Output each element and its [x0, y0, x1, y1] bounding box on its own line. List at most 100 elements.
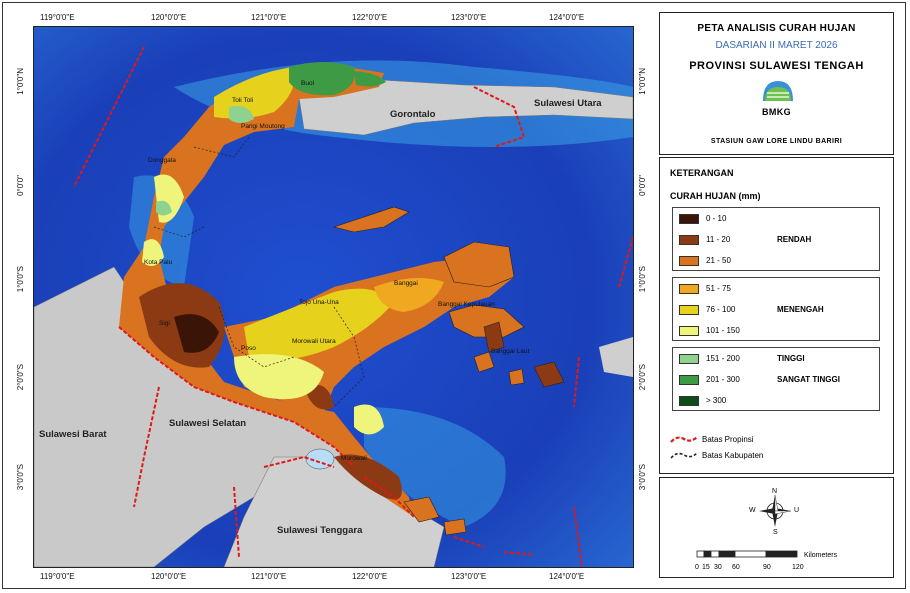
- legend-group-rendah: 0 - 10 11 - 20 21 - 50 RENDAH: [672, 207, 880, 271]
- legend-swatch: [679, 255, 699, 266]
- lon-tick-bottom: 123°0'0"E: [451, 572, 487, 581]
- legend-swatch: [679, 283, 699, 294]
- legend-swatch: [679, 374, 699, 385]
- label-sulawesi-selatan: Sulawesi Selatan: [169, 418, 247, 429]
- lon-tick-bottom: 119°0'0"E: [40, 572, 75, 581]
- legend-district-border: Batas Kabupaten: [670, 450, 763, 460]
- scale-tick: 90: [763, 564, 771, 571]
- compass-s: S: [773, 529, 778, 536]
- legend-category: RENDAH: [777, 235, 812, 244]
- lon-tick-bottom: 122°0'0"E: [352, 572, 388, 581]
- compass-rose-icon: [759, 494, 792, 527]
- map-canvas: [34, 27, 633, 567]
- islet-east: [599, 337, 633, 377]
- scale-tick: 120: [792, 564, 804, 571]
- label-sulawesi-barat: Sulawesi Barat: [39, 429, 107, 440]
- lat-tick-right: 3°0'0"S: [638, 464, 647, 491]
- label-gorontalo: Gorontalo: [390, 109, 436, 120]
- legend-swatch: [679, 304, 699, 315]
- district-border-line-icon: [670, 452, 698, 459]
- zone-palu: [142, 239, 164, 266]
- label-kota-palu: Kota Palu: [144, 259, 173, 266]
- sulteng-west: [119, 65, 414, 517]
- lat-tick-left: 1°0'0"N: [16, 68, 25, 95]
- lon-tick-top: 120°0'0"E: [151, 13, 187, 22]
- legend-group-menengah: 51 - 75 76 - 100 101 - 150 MENENGAH: [672, 277, 880, 341]
- legend-swatch: [679, 353, 699, 364]
- district-border: [333, 306, 365, 408]
- lon-tick-top: 122°0'0"E: [352, 13, 388, 22]
- label-sulawesi-utara: Sulawesi Utara: [534, 98, 602, 109]
- zone-tolitoli-green: [229, 105, 254, 123]
- banggai-kepulauan: [448, 304, 525, 338]
- legend-swatch: [679, 325, 699, 336]
- gorontalo-border: [473, 86, 526, 148]
- legend-province-border: Batas Propinsi: [670, 434, 754, 444]
- label-banggai-laut: Banggai Laut: [491, 348, 530, 355]
- zone-morowali: [334, 454, 402, 500]
- banggai-laut-2: [533, 361, 565, 388]
- maritime-border: [573, 506, 583, 567]
- bmkg-logo-icon: [763, 81, 793, 101]
- maritime-border: [453, 536, 485, 548]
- legend-item: 0 - 10: [679, 213, 726, 224]
- map-period: DASARIAN II MARET 2026: [715, 40, 838, 51]
- zone-sigi-dark: [174, 314, 219, 353]
- peleng-dark: [483, 321, 505, 353]
- label-morowali-utara: Morowali Utara: [292, 338, 336, 345]
- zone-buol: [289, 62, 355, 96]
- maritime-border: [73, 46, 145, 188]
- lon-tick-top: 123°0'0"E: [451, 13, 487, 22]
- banggai-tip: [443, 241, 515, 288]
- compass-n: N: [772, 488, 778, 495]
- scale-panel: N S W U Kilometers 0 15 30 60 90 120: [659, 477, 894, 578]
- lake: [305, 448, 335, 470]
- scale-tick: 30: [714, 564, 722, 571]
- province-border-line-icon: [670, 436, 698, 443]
- maritime-border: [573, 356, 580, 408]
- zone-poso: [234, 354, 324, 400]
- legend-category: MENENGAH: [777, 305, 824, 314]
- lon-tick-bottom: 121°0'0"E: [251, 572, 287, 581]
- legend-swatch: [679, 395, 699, 406]
- maritime-border: [503, 551, 535, 556]
- south-islet: [443, 518, 467, 536]
- label-banggai: Banggai: [394, 280, 418, 287]
- lon-tick-bottom: 120°0'0"E: [151, 572, 187, 581]
- legend-item: 201 - 300: [679, 374, 740, 385]
- legend-category: SANGAT TINGGI: [777, 375, 840, 384]
- lon-tick-top: 121°0'0"E: [251, 13, 287, 22]
- lat-tick-left: 3°0'0"S: [16, 464, 25, 491]
- banggai-laut-3: [508, 368, 525, 386]
- district-border: [193, 136, 250, 158]
- lat-tick-left: 0°0'0": [16, 175, 25, 196]
- legend-category: TINGGI: [777, 354, 805, 363]
- legend-item: 21 - 50: [679, 255, 731, 266]
- lat-tick-left: 1°0'0"S: [16, 266, 25, 293]
- compass-e: U: [794, 507, 800, 514]
- scale-tick: 15: [702, 564, 710, 571]
- station-name: STASIUN GAW LORE LINDU BARIRI: [710, 138, 843, 145]
- district-border: [218, 306, 295, 368]
- lat-tick-right: 2°0'0"S: [638, 364, 647, 391]
- label-buol: Buol: [301, 80, 315, 87]
- label-parigi-moutong: Parigi Moutong: [241, 123, 285, 130]
- zone-buol-east: [354, 71, 386, 87]
- rainfall-map[interactable]: Gorontalo Sulawesi Utara Sulawesi Barat …: [33, 26, 634, 568]
- scale-tick: 60: [732, 564, 740, 571]
- map-title: PETA ANALISIS CURAH HUJAN: [697, 23, 856, 34]
- title-panel: PETA ANALISIS CURAH HUJAN DASARIAN II MA…: [659, 12, 894, 155]
- zone-east-yellow: [354, 404, 384, 435]
- zone-donggala-green: [156, 200, 172, 216]
- banggai-laut-1: [473, 351, 495, 373]
- lon-tick-top: 119°0'0"E: [40, 13, 75, 22]
- togean-islands: [332, 206, 410, 233]
- scale-tick: 0: [695, 564, 699, 571]
- zone-tojo: [244, 288, 394, 361]
- label-sulawesi-tenggara: Sulawesi Tenggara: [277, 525, 363, 536]
- label-tojo-una-una: Tojo Una-Una: [299, 299, 339, 306]
- lon-tick-bottom: 124°0'0"E: [549, 572, 585, 581]
- lat-tick-left: 2°0'0"S: [16, 364, 25, 391]
- zone-tolitoli: [214, 67, 295, 119]
